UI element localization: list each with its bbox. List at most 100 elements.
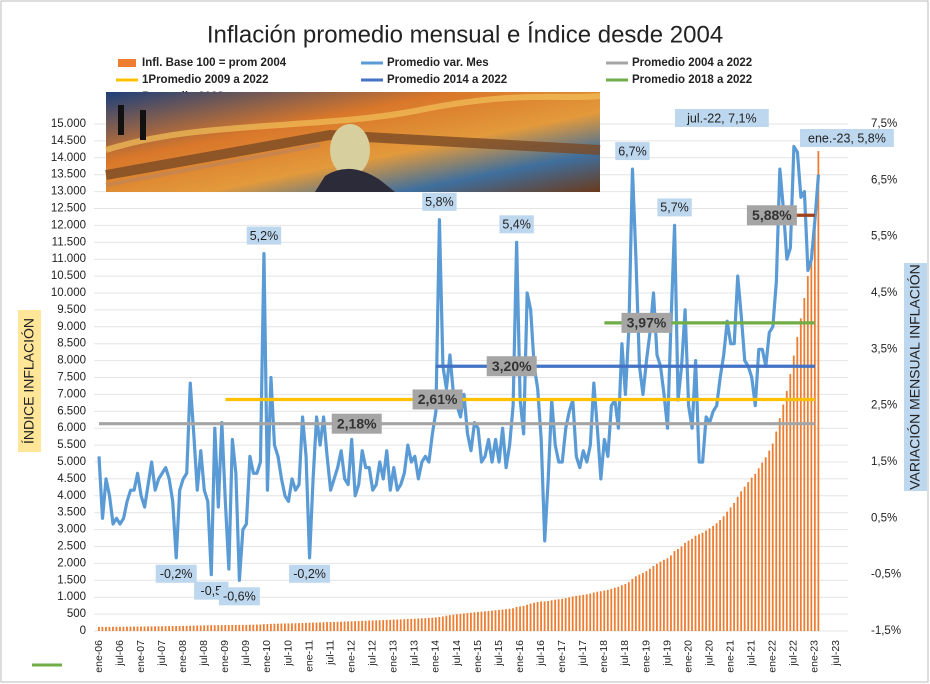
y-tick-label: 5.500: [57, 439, 86, 451]
bar: [610, 589, 612, 631]
bar: [172, 626, 174, 631]
bar: [340, 622, 342, 631]
x-tick-label: ene-21: [724, 640, 736, 673]
bar: [456, 614, 458, 631]
bar: [544, 601, 546, 631]
bar: [705, 531, 707, 631]
bar: [417, 619, 419, 631]
y-tick-label: 13.000: [51, 186, 86, 198]
bar: [102, 627, 104, 631]
x-tick-label: ene-20: [682, 640, 694, 673]
bar: [670, 555, 672, 631]
bar: [165, 626, 167, 631]
y2-tick-label: -0,5%: [871, 569, 901, 581]
bar: [238, 625, 240, 631]
bar: [653, 566, 655, 631]
bar: [365, 621, 367, 631]
bar: [361, 621, 363, 631]
bar: [119, 627, 121, 631]
y-tick-label: 1.000: [57, 591, 86, 603]
bar: [470, 613, 472, 631]
bar: [207, 625, 209, 631]
bar: [488, 611, 490, 631]
x-tick-label: ene-16: [514, 640, 526, 673]
bar: [467, 613, 469, 631]
legend-label: Promedio 2004 a 2022: [632, 57, 752, 69]
bar: [333, 622, 335, 631]
bar: [358, 621, 360, 631]
bar: [807, 276, 809, 631]
bar: [582, 595, 584, 631]
bar: [523, 606, 525, 631]
bar: [810, 249, 812, 631]
bar: [452, 615, 454, 631]
bar: [280, 624, 282, 631]
bar: [161, 626, 163, 631]
bar: [266, 624, 268, 631]
y-tick-label: 10.000: [51, 287, 86, 299]
y-tick-label: 500: [67, 608, 86, 620]
painting: [106, 92, 600, 192]
y-tick-label: 14.500: [51, 135, 86, 147]
bar: [747, 482, 749, 631]
bar: [540, 601, 542, 631]
bar: [105, 627, 107, 631]
bar: [758, 468, 760, 631]
bar: [558, 599, 560, 631]
bar: [379, 620, 381, 631]
bar: [137, 627, 139, 631]
bar: [498, 610, 500, 631]
bar: [196, 626, 198, 631]
bar: [733, 503, 735, 631]
bar: [109, 627, 111, 631]
y-tick-label: 3.000: [57, 524, 86, 536]
bar: [368, 621, 370, 631]
bar: [344, 622, 346, 631]
x-tick-label: ene-14: [430, 640, 442, 673]
bar: [533, 603, 535, 631]
bar: [681, 546, 683, 631]
legend-label: Promedio 2018 a 2022: [632, 74, 752, 86]
bar: [449, 615, 451, 631]
bar: [393, 620, 395, 631]
bar: [649, 569, 651, 631]
bar: [252, 625, 254, 631]
data-label: -0,5: [201, 584, 223, 598]
bar: [126, 627, 128, 631]
data-label: 6,7%: [618, 144, 647, 158]
x-tick-label: jul-20: [703, 640, 715, 667]
y-tick-label: 6.000: [57, 422, 86, 434]
data-label: jul.-22, 7,1%: [686, 111, 756, 125]
bar: [372, 620, 374, 631]
y-tick-label: 1.500: [57, 574, 86, 586]
legend-label: Promedio 2014 a 2022: [387, 74, 507, 86]
bar: [600, 591, 602, 631]
bar: [596, 592, 598, 631]
x-tick-label: jul-14: [451, 640, 463, 667]
x-tick-label: jul-09: [240, 640, 252, 667]
bar: [586, 594, 588, 631]
bar: [224, 625, 226, 631]
bar: [617, 587, 619, 631]
bar: [537, 602, 539, 631]
bar: [593, 593, 595, 631]
bar: [312, 623, 314, 631]
bar: [277, 624, 279, 631]
y-tick-label: 2.500: [57, 541, 86, 553]
bar: [249, 625, 251, 631]
bar: [663, 560, 665, 631]
bar: [309, 623, 311, 631]
bar: [516, 607, 518, 631]
x-tick-label: jul-17: [577, 640, 589, 667]
x-tick-label: ene-09: [219, 640, 231, 673]
bar: [796, 337, 798, 631]
bar: [175, 626, 177, 631]
bar: [737, 497, 739, 631]
bar: [410, 619, 412, 631]
data-label: ene.-23, 5,8%: [808, 131, 886, 145]
average-label: 5,88%: [752, 207, 792, 223]
bar: [389, 620, 391, 631]
bar: [674, 551, 676, 631]
x-tick-label: jul-19: [661, 640, 673, 667]
x-tick-label: ene-15: [472, 640, 484, 673]
